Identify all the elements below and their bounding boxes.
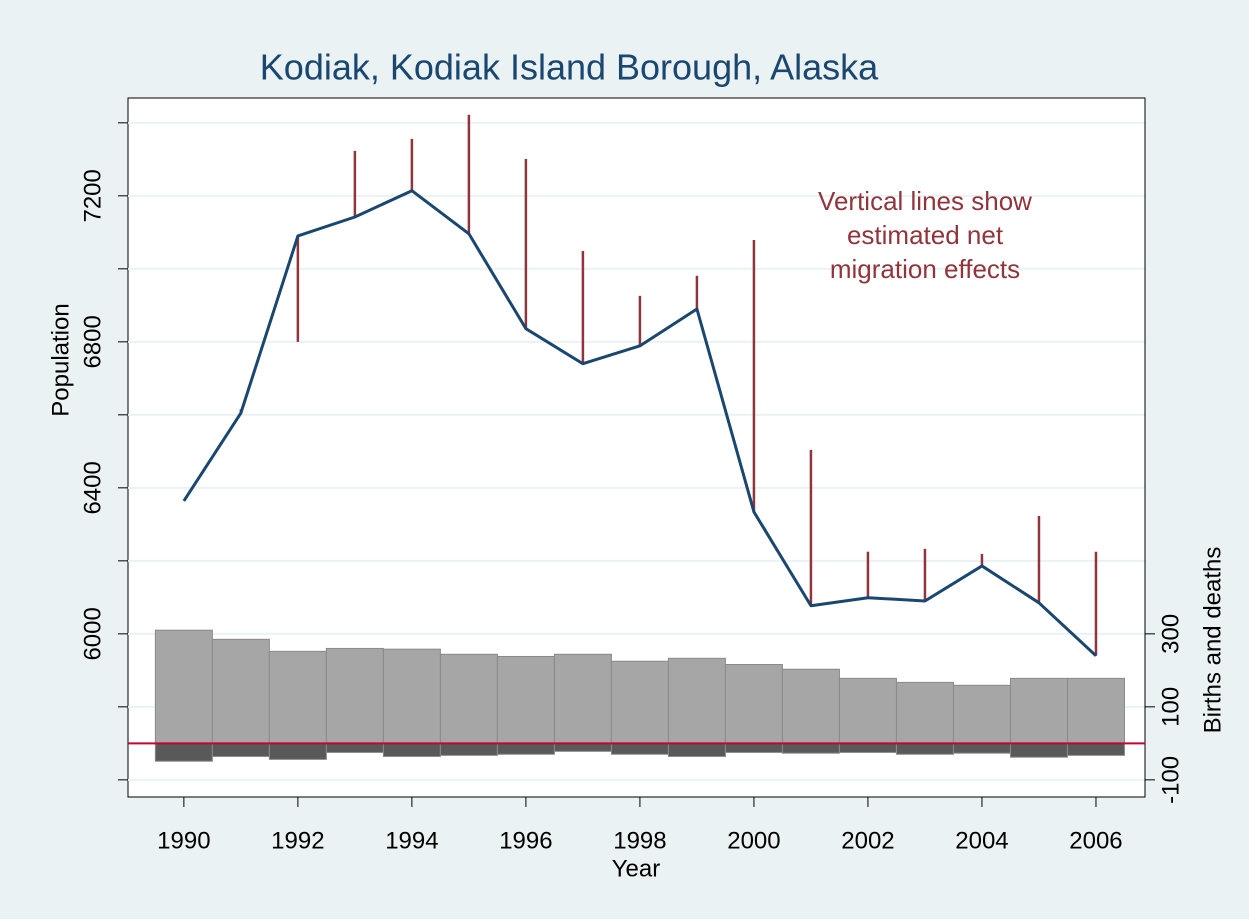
- bar: [667, 742, 726, 757]
- bar: [496, 655, 555, 744]
- bar: [952, 742, 1011, 754]
- bar: [610, 742, 669, 755]
- bar: [325, 742, 384, 753]
- bar: [154, 742, 213, 762]
- y2-tick-label: 300: [1157, 614, 1184, 654]
- bar: [1009, 677, 1068, 744]
- x-tick-label: 1994: [385, 827, 438, 854]
- bar: [1009, 742, 1068, 758]
- y-tick-label: 6000: [79, 607, 106, 660]
- x-tick-label: 2004: [955, 827, 1008, 854]
- bar: [838, 677, 897, 744]
- annotation: Vertical lines show: [818, 186, 1032, 216]
- x-tick-label: 2002: [841, 827, 894, 854]
- bar: [268, 742, 327, 760]
- y2-tick-label: -100: [1157, 756, 1184, 804]
- x-tick-label: 2000: [727, 827, 780, 854]
- bar: [781, 668, 840, 744]
- bar: [325, 647, 384, 744]
- y-tick-label: 6400: [79, 461, 106, 514]
- bar: [952, 684, 1011, 744]
- bar: [724, 664, 783, 744]
- bar: [553, 653, 612, 744]
- bar: [211, 638, 270, 744]
- x-tick-label: 1992: [271, 827, 324, 854]
- y-tick-label: 6800: [79, 315, 106, 368]
- bar: [781, 742, 840, 754]
- bar: [496, 742, 555, 755]
- bar: [667, 657, 726, 744]
- y2-axis-title: Births and deaths: [1199, 547, 1226, 734]
- annotation: migration effects: [830, 254, 1020, 284]
- x-tick-label: 2006: [1069, 827, 1122, 854]
- bar: [724, 742, 783, 753]
- annotation: estimated net: [847, 220, 1004, 250]
- x-tick-label: 1998: [613, 827, 666, 854]
- bar: [154, 629, 213, 744]
- bar: [895, 681, 954, 744]
- bar: [382, 648, 441, 744]
- bar: [439, 653, 498, 744]
- y-tick-label: 7200: [79, 169, 106, 222]
- bar: [211, 742, 270, 757]
- bar: [439, 742, 498, 756]
- bar: [1066, 677, 1125, 744]
- y2-tick-label: 100: [1157, 687, 1184, 727]
- x-tick-label: 1996: [499, 827, 552, 854]
- bar: [268, 650, 327, 744]
- bar: [382, 742, 441, 757]
- x-tick-label: 1990: [157, 827, 210, 854]
- bar: [895, 742, 954, 755]
- x-axis-title: Year: [612, 855, 661, 882]
- bar: [610, 660, 669, 744]
- bar: [553, 742, 612, 752]
- chart-title: Kodiak, Kodiak Island Borough, Alaska: [260, 47, 879, 88]
- bar: [1066, 742, 1125, 756]
- bar: [838, 742, 897, 753]
- y-axis-title: Population: [47, 303, 74, 416]
- population-line: [182, 189, 1097, 657]
